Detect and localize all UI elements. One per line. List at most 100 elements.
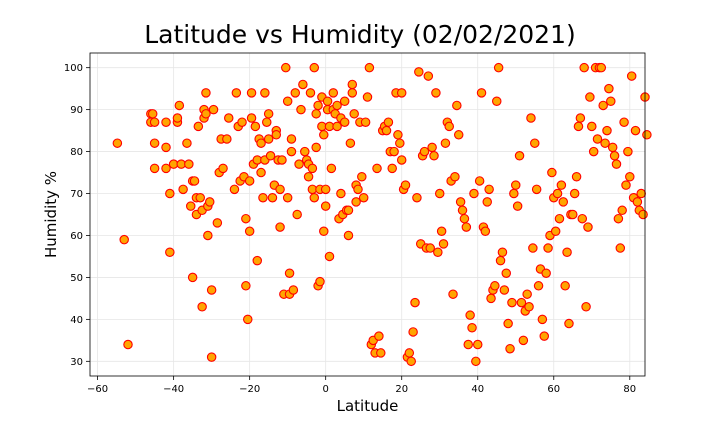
data-point — [552, 188, 563, 199]
data-point — [423, 71, 434, 81]
data-point — [187, 272, 198, 283]
data-point — [357, 172, 367, 182]
data-point — [568, 209, 578, 220]
data-point — [347, 88, 358, 98]
data-point — [286, 134, 297, 144]
x-tick-label: 0 — [322, 384, 328, 395]
data-point — [592, 134, 603, 144]
data-point — [243, 314, 253, 325]
data-point — [197, 302, 207, 312]
data-point — [564, 318, 574, 329]
data-point — [514, 151, 525, 161]
data-point — [262, 117, 272, 127]
y-tick-label: 80 — [70, 147, 83, 158]
data-point — [512, 201, 523, 211]
x-tick-label: 60 — [547, 384, 560, 395]
data-point — [284, 268, 295, 278]
data-point — [353, 184, 363, 195]
data-point — [554, 213, 565, 224]
data-point — [282, 192, 293, 203]
data-point — [265, 151, 276, 161]
data-point — [149, 138, 160, 148]
data-point — [490, 281, 500, 291]
data-point — [482, 197, 492, 207]
data-point — [387, 163, 397, 174]
data-point — [579, 62, 589, 73]
data-point — [623, 146, 633, 157]
data-point — [246, 88, 257, 98]
data-point — [311, 109, 321, 119]
data-point — [604, 83, 614, 94]
data-point — [476, 88, 487, 98]
data-point — [410, 297, 420, 308]
data-point — [621, 180, 631, 190]
data-point — [349, 109, 359, 119]
data-point — [585, 92, 595, 102]
data-point — [617, 205, 627, 216]
data-point — [275, 184, 285, 195]
x-tick-label: −20 — [239, 384, 260, 395]
data-point — [383, 117, 394, 127]
data-point — [246, 113, 257, 123]
data-point — [444, 121, 454, 132]
data-point — [625, 172, 635, 182]
y-axis-label: Humidity % — [42, 171, 60, 258]
data-point — [493, 62, 504, 73]
data-point — [231, 88, 242, 98]
data-point — [351, 197, 361, 207]
data-point — [400, 180, 411, 190]
data-point — [277, 155, 287, 165]
data-point — [516, 297, 527, 308]
data-point — [320, 201, 331, 211]
data-point — [343, 230, 354, 241]
data-point — [438, 239, 449, 249]
data-point — [396, 155, 407, 165]
data-point — [436, 226, 447, 237]
data-point — [453, 130, 464, 140]
data-point — [324, 251, 335, 262]
data-point — [206, 285, 217, 295]
data-point — [267, 192, 278, 203]
data-point — [229, 184, 240, 195]
data-point — [575, 113, 586, 123]
data-point — [395, 138, 405, 148]
data-point — [611, 159, 622, 169]
data-point — [615, 243, 626, 253]
data-point — [263, 134, 274, 144]
chart-title: Latitude vs Humidity (02/02/2021) — [144, 20, 576, 49]
data-point — [256, 167, 266, 178]
y-tick-label: 60 — [70, 231, 83, 242]
data-point — [510, 180, 521, 190]
data-point — [315, 276, 325, 287]
data-point — [189, 176, 200, 186]
data-point — [178, 184, 188, 195]
data-point — [581, 302, 591, 312]
data-point — [263, 109, 274, 119]
data-point — [339, 117, 350, 127]
data-point — [147, 109, 158, 119]
data-point — [598, 100, 608, 111]
data-point — [343, 205, 354, 216]
plot-frame — [89, 52, 646, 377]
data-point — [294, 159, 304, 169]
data-point — [203, 230, 213, 241]
data-point — [440, 138, 451, 148]
data-point — [602, 125, 612, 136]
data-point — [455, 197, 466, 207]
data-point — [123, 339, 133, 350]
data-point — [484, 184, 494, 195]
data-point — [396, 88, 407, 98]
data-point — [161, 117, 171, 127]
data-point — [300, 146, 310, 157]
x-tick-label: −60 — [87, 384, 108, 395]
data-point — [252, 255, 263, 266]
data-point — [419, 146, 430, 157]
data-point — [606, 96, 616, 106]
data-point — [522, 289, 532, 299]
data-point — [224, 113, 234, 123]
data-point — [320, 184, 331, 195]
y-tick-label: 50 — [70, 273, 83, 284]
data-point — [450, 172, 460, 182]
data-point — [165, 188, 175, 199]
data-point — [619, 117, 629, 127]
